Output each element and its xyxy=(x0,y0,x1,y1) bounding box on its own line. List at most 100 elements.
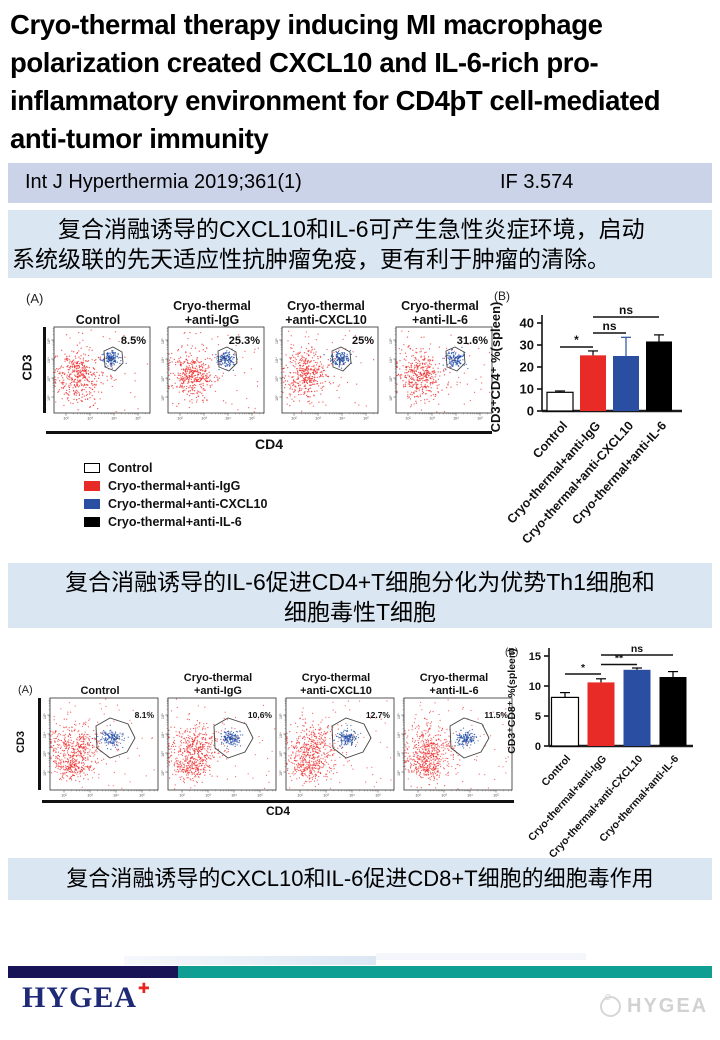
svg-text:8.5%: 8.5% xyxy=(121,335,146,347)
svg-text:10²: 10² xyxy=(61,794,67,798)
svg-text:ns: ns xyxy=(602,319,616,333)
svg-text:8.1%: 8.1% xyxy=(135,710,155,720)
cd3-axis-line xyxy=(43,327,46,413)
flow-scatter-plot: P3 10² 10³ 10⁴ 10⁵ 10² 10³ 10⁴ 10⁵ 25% xyxy=(275,326,379,421)
summary-banner-1: 复合消融诱导的CXCL10和IL-6可产生急性炎症环境，启动 系统级联的先天适应… xyxy=(8,210,712,278)
flow-plot-A-3: Cryo-thermal +anti-CXCL10 P3 10² 10³ 10⁴ 10⁵ 10… xyxy=(278,672,395,798)
svg-text:10²: 10² xyxy=(177,417,183,421)
figure-2: (A) Control P3 10² 10³ 10⁴ 10⁵ 10² 10³ 10⁴ 10⁵ 8.1… xyxy=(0,640,720,861)
svg-text:10³: 10³ xyxy=(205,794,211,798)
flow-plot-title: Cryo-thermal +anti-IL-6 xyxy=(419,672,489,697)
svg-text:10²: 10² xyxy=(389,395,393,401)
svg-text:10³: 10³ xyxy=(87,417,93,421)
title-line: Cryo-thermal therapy inducing MI macroph… xyxy=(10,9,603,40)
flow-scatter-plot: P3 10² 10³ 10⁴ 10⁵ 10² 10³ 10⁴ 10⁵ 10.6% xyxy=(161,697,277,798)
svg-text:10⁵: 10⁵ xyxy=(477,417,483,421)
svg-text:10⁴: 10⁴ xyxy=(453,417,459,421)
flow-plot-title: Cryo-thermal +anti-IgG xyxy=(173,299,251,327)
svg-text:10⁴: 10⁴ xyxy=(113,794,119,798)
svg-text:10³: 10³ xyxy=(87,794,93,798)
summary-1-line-1: 复合消融诱导的CXCL10和IL-6可产生急性炎症环境，启动 xyxy=(58,216,645,242)
svg-text:10²: 10² xyxy=(161,395,165,401)
svg-text:10⁵: 10⁵ xyxy=(135,417,141,421)
legend-item: Control xyxy=(84,461,267,475)
journal-banner: Int J Hyperthermia 2019;361(1) IF 3.574 xyxy=(8,163,712,203)
svg-text:P3: P3 xyxy=(223,358,227,362)
flow-plot-A-4: Cryo-thermal +anti-IL-6 P3 10² 10³ 10⁴ 10⁵ 10² 1… xyxy=(396,672,513,798)
panel-a-label: (A) xyxy=(26,291,44,306)
svg-text:10²: 10² xyxy=(63,417,69,421)
title-line: inflammatory environment for CD4þT cell-… xyxy=(10,85,661,116)
summary-2-line-2: 细胞毒性T细胞 xyxy=(283,599,437,625)
flow-plot-A-4: Cryo-thermal +anti-IL-6 P3 10² 10³ 10⁴ 10⁵ 10² 1… xyxy=(388,297,493,421)
impact-factor: IF 3.574 xyxy=(500,171,574,193)
legend-item: Cryo-thermal+anti-IgG xyxy=(84,479,267,493)
flow-plot-title: Cryo-thermal +anti-IL-6 xyxy=(401,299,479,327)
svg-text:10³: 10³ xyxy=(43,751,47,757)
bar-chart-cd3cd4: (B)CD3⁺CD4⁺ %(spleen) 010203040ControlCry… xyxy=(488,289,682,546)
legend-label: Cryo-thermal+anti-IgG xyxy=(108,479,241,493)
svg-text:P3: P3 xyxy=(234,737,238,741)
svg-text:10²: 10² xyxy=(179,794,185,798)
svg-text:10⁴: 10⁴ xyxy=(43,732,47,738)
svg-text:10²: 10² xyxy=(291,417,297,421)
decor-strip xyxy=(376,953,586,960)
hygea-watermark: HYGEA xyxy=(600,994,709,1018)
svg-text:10³: 10³ xyxy=(275,376,279,382)
flow-plot-title: Cryo-thermal +anti-CXCL10 xyxy=(285,299,367,327)
legend-swatch xyxy=(84,463,100,473)
svg-text:P3: P3 xyxy=(109,358,113,362)
journal-citation: Int J Hyperthermia 2019;361(1) xyxy=(25,171,302,193)
svg-text:10³: 10³ xyxy=(201,417,207,421)
footer-teal-bar xyxy=(178,966,712,978)
svg-text:10⁵: 10⁵ xyxy=(275,338,279,344)
svg-text:10⁴: 10⁴ xyxy=(275,357,279,363)
flow-plot-title: Cryo-thermal +anti-IgG xyxy=(183,672,253,697)
legend-item: Cryo-thermal+anti-IL-6 xyxy=(84,515,267,529)
flow-plot-A-2: Cryo-thermal +anti-IgG P3 10² 10³ 10⁴ 10⁵ 10² 10… xyxy=(160,672,277,798)
summary-3-line-1: 复合消融诱导的CXCL10和IL-6促进CD8+T细胞的细胞毒作用 xyxy=(66,866,654,891)
red-cross-icon: ✚ xyxy=(138,981,150,997)
bar-chart-cd3cd8: (B)CD3⁺CD8⁺ %(spleen) 051015ControlCryo-t… xyxy=(505,643,693,861)
hygea-logo-text: HYGEA xyxy=(22,981,138,1014)
svg-text:25.3%: 25.3% xyxy=(229,335,260,347)
cd3-axis-line xyxy=(38,698,41,790)
svg-text:0: 0 xyxy=(527,404,534,419)
svg-text:10³: 10³ xyxy=(429,417,435,421)
cd4-axis-label: CD4 xyxy=(265,804,290,818)
svg-text:10³: 10³ xyxy=(161,376,165,382)
legend-label: Control xyxy=(108,461,153,475)
svg-text:10⁴: 10⁴ xyxy=(161,357,165,363)
svg-text:(B): (B) xyxy=(494,289,510,303)
hygea-watermark-text: HYGEA xyxy=(627,995,709,1017)
svg-text:CD3⁺CD4⁺ %(spleen): CD3⁺CD4⁺ %(spleen) xyxy=(488,302,503,433)
title-line: polarization created CXCL10 and IL-6-ric… xyxy=(10,47,599,78)
svg-text:P3: P3 xyxy=(337,358,341,362)
flow-cytometry-row-2: Control P3 10² 10³ 10⁴ 10⁵ 10² 10³ 10⁴ 10⁵ 8.1% Cry… xyxy=(42,672,513,798)
figure-1: (A) Control P3 10² 10³ 10⁴ 10⁵ 10² 10³ 10⁴ 10⁵ 8.5… xyxy=(0,285,720,561)
panel-a-label: (A) xyxy=(18,684,33,696)
svg-text:10³: 10³ xyxy=(389,376,393,382)
flow-cytometry-row-1: Control P3 10² 10³ 10⁴ 10⁵ 10² 10³ 10⁴ 10⁵ 8.5% Cry… xyxy=(46,297,493,421)
svg-text:10⁴: 10⁴ xyxy=(47,357,51,363)
summary-1-line-2: 系统级联的先天适应性抗肿瘤免疫，更有利于肿瘤的清除。 xyxy=(12,246,610,272)
flow-scatter-plot: P3 10² 10³ 10⁴ 10⁵ 10² 10³ 10⁴ 10⁵ 8.5% xyxy=(47,326,151,421)
svg-text:10⁵: 10⁵ xyxy=(43,713,47,719)
title-line: anti-tumor immunity xyxy=(10,123,269,154)
article-title: Cryo-thermal therapy inducing MI macroph… xyxy=(10,6,712,158)
summary-2-line-1: 复合消融诱导的IL-6促进CD4+T细胞分化为优势Th1细胞和 xyxy=(65,569,655,595)
legend-swatch xyxy=(84,481,100,491)
svg-text:10⁴: 10⁴ xyxy=(389,357,393,363)
hygea-logo: HYGEA✚ xyxy=(22,981,150,1015)
hygea-seal-icon xyxy=(600,994,621,1017)
svg-text:20: 20 xyxy=(520,360,534,375)
legend-item: Cryo-thermal+anti-CXCL10 xyxy=(84,497,267,511)
legend-label: Cryo-thermal+anti-IL-6 xyxy=(108,515,242,529)
summary-banner-3: 复合消融诱导的CXCL10和IL-6促进CD8+T细胞的细胞毒作用 xyxy=(8,858,712,900)
svg-text:40: 40 xyxy=(520,316,534,331)
svg-text:25%: 25% xyxy=(352,335,374,347)
svg-text:10²: 10² xyxy=(47,395,51,401)
svg-text:10⁵: 10⁵ xyxy=(249,417,255,421)
